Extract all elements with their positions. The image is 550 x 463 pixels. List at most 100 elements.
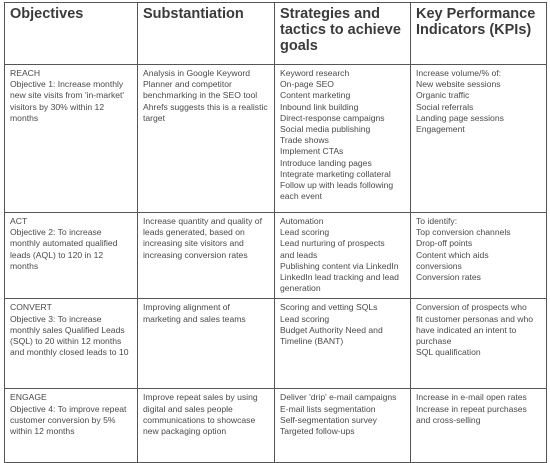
cell-line: Top conversion channels (416, 227, 511, 238)
cell-line: target (143, 112, 165, 123)
cell-line: Targeted follow-ups (280, 426, 355, 437)
substantiation-cell: Analysis in Google Keyword Planner and c… (137, 64, 275, 213)
cell-line: Conversion of prospects who (416, 302, 527, 313)
cell-line: On-page SEO (280, 79, 334, 90)
objective-cell: CONVERT Objective 3: To increase monthly… (4, 298, 138, 390)
cell-line: Lead nurturing of prospects (280, 238, 385, 249)
strategies-cell: Deliver 'drip' e-mail campaigns E-mail l… (274, 388, 411, 463)
cell-line: Increase in repeat purchases (416, 403, 527, 414)
cell-line: Social referrals (416, 101, 474, 112)
cell-line: communications to showcase (143, 414, 256, 425)
header-line: Key Performance (416, 6, 536, 22)
strategies-cell: Keyword research On-page SEO Content mar… (274, 64, 411, 213)
header-line: Objectives (10, 6, 84, 22)
cell-line: Implement CTAs (280, 146, 344, 157)
cell-line: benchmarking in the SEO tool (143, 90, 258, 101)
kpis-cell: Increase volume/% of: New website sessio… (410, 64, 547, 213)
cell-line: Increase volume/% of: (416, 68, 502, 78)
cell-line: Social media publishing (280, 124, 371, 135)
cell-line: Timeline (BANT) (280, 336, 344, 347)
cell-line: within 12 months (10, 426, 75, 437)
substantiation-cell: Improve repeat sales by using digital an… (137, 388, 275, 463)
kpis-cell: To identify: Top conversion channels Dro… (410, 211, 547, 300)
cell-line: and leads (280, 249, 318, 260)
cell-line: Engagement (416, 124, 465, 135)
cell-line: months (10, 112, 39, 123)
cell-line: ENGAGE (10, 392, 47, 403)
cell-line: Publishing content via LinkedIn (280, 260, 399, 271)
cell-line: and monthly closed leads to 10 (10, 347, 129, 358)
cell-line: Budget Authority Need and (280, 324, 383, 335)
cell-line: Lead scoring (280, 313, 330, 324)
cell-line: Organic traffic (416, 90, 470, 101)
cell-line: Lead scoring (280, 227, 330, 238)
cell-line: and cross-selling (416, 414, 481, 425)
cell-line: Objective 1: Increase monthly (10, 79, 124, 90)
kpis-cell: Increase in e-mail open rates Increase i… (410, 388, 547, 463)
cell-line: Increase in e-mail open rates (416, 392, 527, 403)
cell-line: new site visits from 'in-market' (10, 90, 125, 101)
cell-line: new packaging option (143, 426, 227, 437)
objective-cell: ENGAGE Objective 4: To improve repeat cu… (4, 388, 138, 463)
cell-line: purchase (416, 336, 452, 347)
header-line: Strategies and (280, 6, 380, 22)
cell-line: Drop-off points (416, 238, 473, 249)
cell-line: Content marketing (280, 90, 351, 101)
cell-line: Deliver 'drip' e-mail campaigns (280, 392, 397, 403)
cell-line: CONVERT (10, 302, 52, 313)
cell-line: Objective 4: To improve repeat (10, 403, 127, 414)
cell-line: REACH (10, 68, 41, 78)
objective-cell: ACT Objective 2: To increase monthly aut… (4, 211, 138, 300)
cell-line: have indicated an intent to (416, 324, 517, 335)
cell-line: To identify: (416, 216, 458, 226)
cell-line: each event (280, 191, 323, 202)
kpis-cell: Conversion of prospects who fit customer… (410, 298, 547, 390)
substantiation-cell: Increase quantity and quality of leads g… (137, 211, 275, 300)
substantiation-cell: Improving alignment of marketing and sal… (137, 298, 275, 390)
header-substantiation: Substantiation (137, 2, 275, 65)
cell-line: Analysis in Google Keyword (143, 68, 250, 78)
header-row: Objectives Substantiation Strategies and… (4, 2, 547, 65)
cell-line: (SQL) to 20 within 12 months (10, 336, 122, 347)
table-row-convert: CONVERT Objective 3: To increase monthly… (4, 298, 547, 390)
cell-line: Follow up with leads following (280, 180, 394, 191)
strategies-cell: Scoring and vetting SQLs Lead scoring Bu… (274, 298, 411, 390)
cell-line: digital and sales people (143, 403, 233, 414)
cell-line: New website sessions (416, 79, 501, 90)
cell-line: monthly automated qualified (10, 238, 118, 249)
cell-line: Planner and competitor (143, 79, 232, 90)
cell-line: Introduce landing pages (280, 157, 372, 168)
cell-line: marketing and sales teams (143, 313, 246, 324)
cell-line: Self-segmentation survey (280, 414, 377, 425)
objective-cell: REACH Objective 1: Increase monthly new … (4, 64, 138, 213)
cell-line: Objective 3: To increase (10, 313, 102, 324)
cell-line: ACT (10, 216, 28, 226)
cell-line: Content which aids (416, 249, 489, 260)
cell-line: Direct-response campaigns (280, 112, 385, 123)
cell-line: E-mail lists segmentation (280, 403, 376, 414)
cell-line: Automation (280, 216, 324, 226)
header-objectives: Objectives (4, 2, 138, 65)
cell-line: visitors by 30% within 12 (10, 101, 105, 112)
cell-line: LinkedIn lead tracking and lead (280, 272, 399, 283)
cell-line: Conversion rates (416, 272, 481, 283)
cell-line: Improving alignment of (143, 302, 230, 313)
cell-line: Keyword research (280, 68, 350, 78)
header-strategies: Strategies and tactics to achieve goals (274, 2, 411, 65)
cell-line: Scoring and vetting SQLs (280, 302, 378, 313)
cell-line: customer conversion by 5% (10, 414, 116, 425)
cell-line: generation (280, 283, 321, 294)
header-line: Substantiation (143, 6, 244, 22)
cell-line: Improve repeat sales by using (143, 392, 258, 403)
cell-line: Ahrefs suggests this is a realistic (143, 101, 268, 112)
cell-line: conversions (416, 260, 462, 271)
cell-line: Inbound link building (280, 101, 359, 112)
header-kpis: Key Performance Indicators (KPIs) (410, 2, 547, 65)
cell-line: increasing site visitors and (143, 238, 244, 249)
cell-line: Trade shows (280, 135, 329, 146)
cell-line: Objective 2: To increase (10, 227, 102, 238)
table-row-engage: ENGAGE Objective 4: To improve repeat cu… (4, 388, 547, 463)
cell-line: fit customer personas and who (416, 313, 534, 324)
header-line: Indicators (KPIs) (416, 22, 532, 38)
cell-line: monthly sales Qualified Leads (10, 324, 125, 335)
